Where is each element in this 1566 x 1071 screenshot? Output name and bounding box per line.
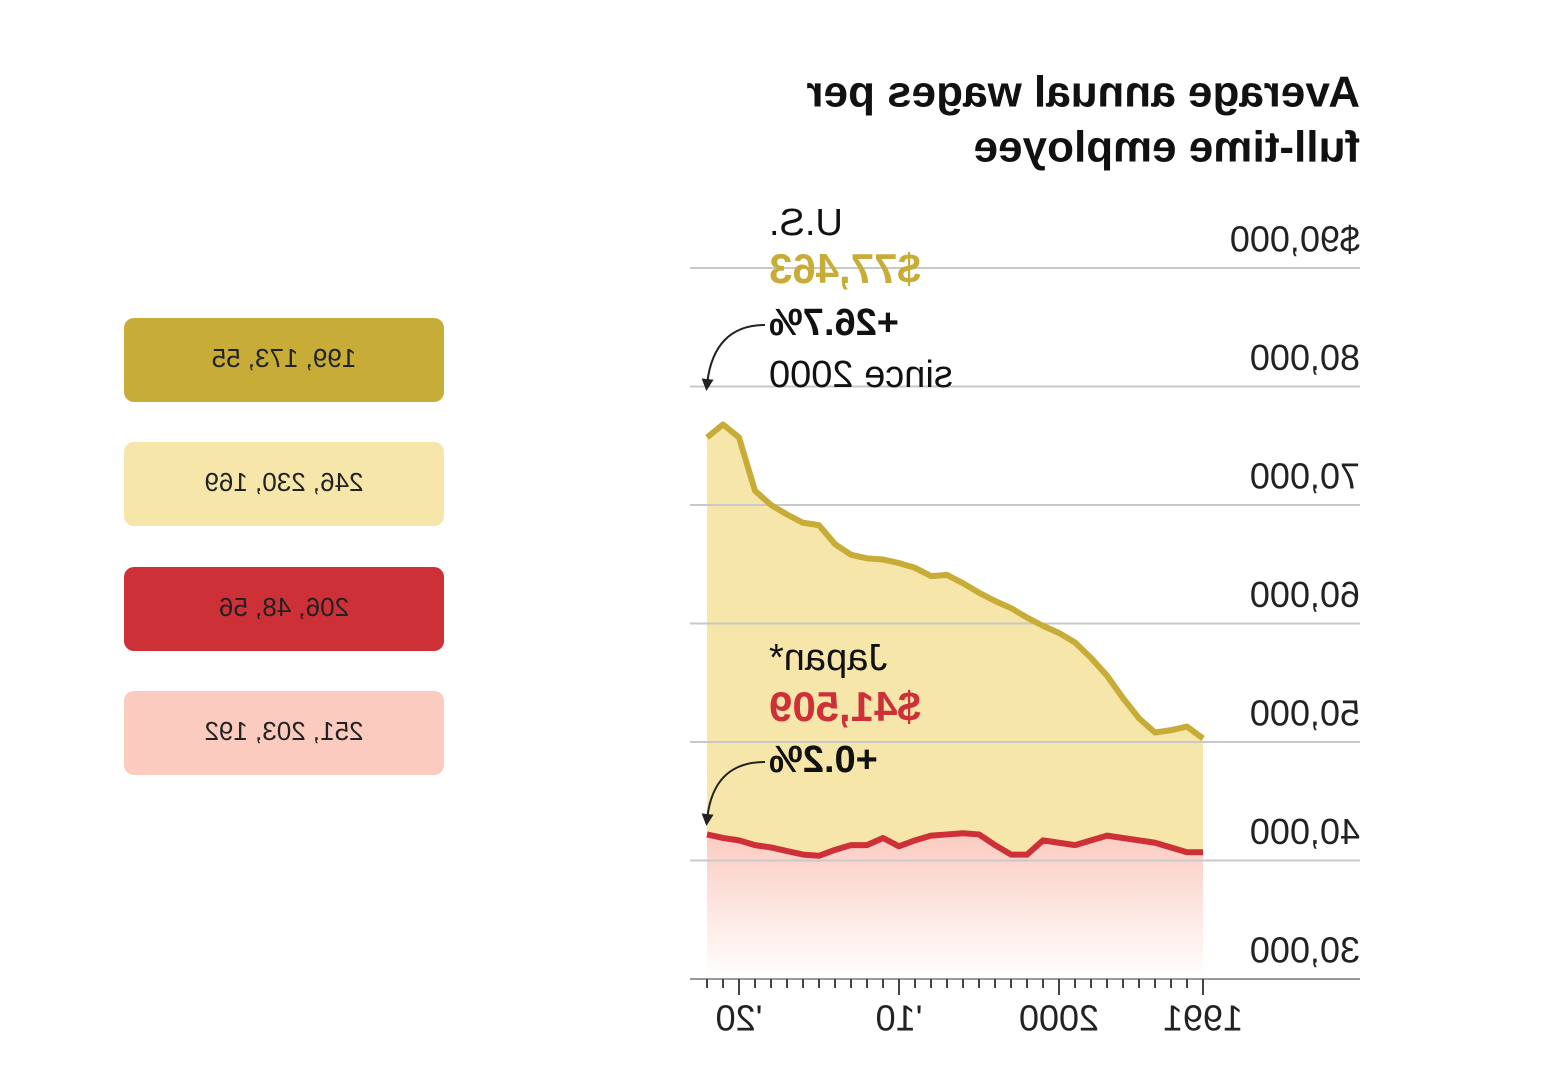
x-tick-label: 2000	[1019, 998, 1099, 1039]
swatch-list: 199, 173, 55 246, 230, 169 206, 48, 56 251,…	[124, 318, 444, 775]
area	[707, 424, 1203, 979]
y-tick-label: 40,000	[1250, 811, 1360, 852]
line	[706, 830, 1203, 859]
swatch	[124, 442, 444, 526]
y-tick-label: 50,000	[1250, 693, 1360, 734]
chart-title: full-time employee	[974, 123, 1360, 172]
plot: 30,000 40,000 50,000 60,000 70,000 80,000 $90,…	[690, 219, 1360, 1039]
swatch	[124, 318, 444, 402]
arrow	[701, 324, 766, 391]
swatch	[124, 567, 444, 651]
y-tick-label: 30,000	[1250, 930, 1360, 971]
series-label: Japan*	[769, 637, 888, 679]
y-tick-label: 70,000	[1250, 456, 1360, 497]
series-label: U.S.	[769, 202, 843, 244]
annotation-change: +26.7%	[769, 302, 899, 344]
swatch-label: 199, 173, 55	[212, 343, 357, 373]
arrow	[701, 761, 766, 826]
x-tick-label: '10	[876, 998, 923, 1039]
x-tick-label: 1991	[1163, 998, 1243, 1039]
y-tick-label: $90,000	[1230, 219, 1360, 260]
annotation-note: since 2000	[769, 354, 953, 396]
y-tick-label: 60,000	[1250, 574, 1360, 615]
swatch-label: 206, 48, 56	[219, 592, 349, 622]
area	[707, 833, 1203, 979]
swatch-label: 251, 203, 192	[204, 716, 363, 746]
y-tick-label: 80,000	[1250, 337, 1360, 378]
line	[705, 421, 1205, 741]
annotation-value: $77,463	[769, 245, 921, 292]
chart-title: Average annual wages per	[807, 68, 1360, 117]
annotation-change: +0.2%	[769, 739, 878, 781]
swatch-label: 246, 230, 169	[204, 467, 363, 497]
x-tick-label: '20	[716, 998, 763, 1039]
annotation-value: $41,509	[769, 683, 921, 730]
swatch	[124, 691, 444, 775]
